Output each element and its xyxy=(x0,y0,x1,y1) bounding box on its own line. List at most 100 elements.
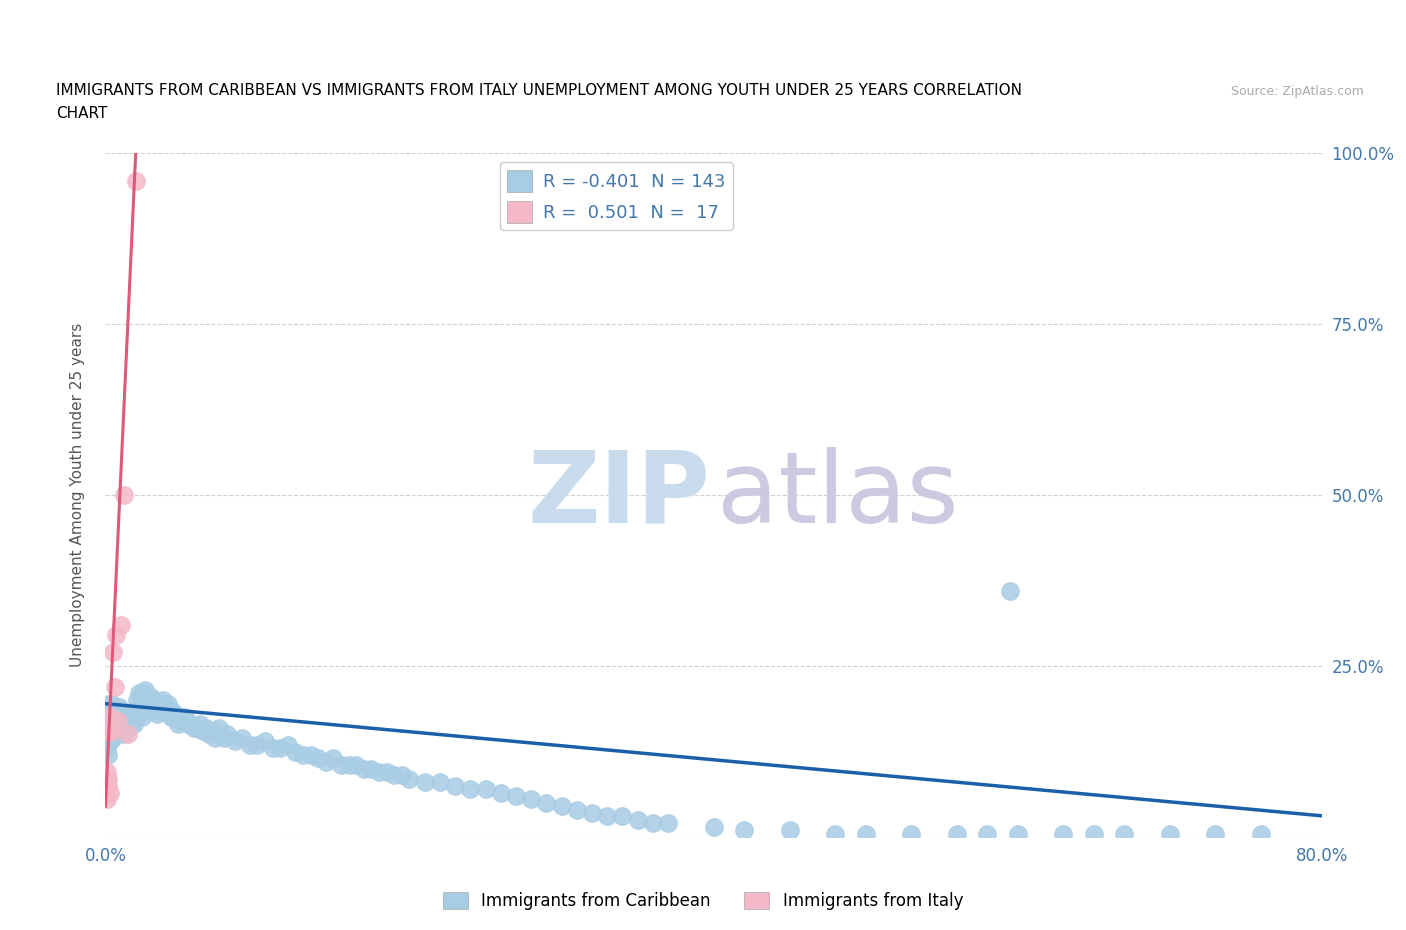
Point xyxy=(112,727,135,742)
Point xyxy=(107,724,129,738)
Point xyxy=(855,826,877,841)
Point xyxy=(120,710,142,724)
Point xyxy=(165,707,187,722)
Point xyxy=(176,717,198,732)
Point xyxy=(98,734,121,749)
Point xyxy=(97,772,120,787)
Point xyxy=(110,710,132,724)
Legend: Immigrants from Caribbean, Immigrants from Italy: Immigrants from Caribbean, Immigrants fr… xyxy=(436,885,970,917)
Point xyxy=(217,727,239,742)
Point xyxy=(96,724,118,738)
Point xyxy=(117,727,139,742)
Point xyxy=(391,768,413,783)
Point xyxy=(117,720,139,735)
Point xyxy=(204,730,226,745)
Point xyxy=(98,703,121,718)
Point xyxy=(112,713,135,728)
Point xyxy=(1204,826,1226,841)
Point xyxy=(131,710,153,724)
Point xyxy=(134,683,156,698)
Point xyxy=(375,764,398,779)
Point xyxy=(382,768,405,783)
Text: Source: ZipAtlas.com: Source: ZipAtlas.com xyxy=(1230,85,1364,98)
Point xyxy=(315,754,337,769)
Point xyxy=(103,727,125,742)
Point xyxy=(135,697,157,711)
Point xyxy=(97,720,120,735)
Point xyxy=(191,724,214,738)
Point xyxy=(188,717,211,732)
Point xyxy=(97,710,120,724)
Point xyxy=(330,758,353,773)
Point xyxy=(97,748,120,763)
Point xyxy=(142,697,165,711)
Point xyxy=(169,713,191,728)
Point xyxy=(132,686,155,701)
Point xyxy=(156,697,179,711)
Point xyxy=(96,713,118,728)
Point xyxy=(550,799,572,814)
Text: IMMIGRANTS FROM CARIBBEAN VS IMMIGRANTS FROM ITALY UNEMPLOYMENT AMONG YOUTH UNDE: IMMIGRANTS FROM CARIBBEAN VS IMMIGRANTS … xyxy=(56,83,1022,98)
Point xyxy=(224,734,246,749)
Point xyxy=(110,724,132,738)
Point xyxy=(124,717,146,732)
Point xyxy=(101,707,124,722)
Point xyxy=(98,785,121,800)
Point xyxy=(596,809,619,824)
Point xyxy=(100,727,122,742)
Point xyxy=(155,703,177,718)
Point xyxy=(170,710,193,724)
Point xyxy=(153,697,176,711)
Point xyxy=(157,703,180,718)
Point xyxy=(97,724,120,738)
Point xyxy=(115,717,138,732)
Point xyxy=(1250,826,1272,841)
Point xyxy=(1159,826,1181,841)
Text: atlas: atlas xyxy=(717,446,959,544)
Point xyxy=(98,710,121,724)
Point xyxy=(117,707,139,722)
Point xyxy=(96,740,118,755)
Point xyxy=(111,717,134,732)
Text: ZIP: ZIP xyxy=(527,446,710,544)
Point xyxy=(733,823,755,838)
Legend: R = -0.401  N = 143, R =  0.501  N =  17: R = -0.401 N = 143, R = 0.501 N = 17 xyxy=(499,163,733,230)
Point xyxy=(159,710,181,724)
Point xyxy=(413,775,436,790)
Point xyxy=(112,488,135,503)
Point xyxy=(231,730,253,745)
Point xyxy=(101,730,124,745)
Point xyxy=(998,583,1021,598)
Point xyxy=(198,727,221,742)
Point xyxy=(111,703,134,718)
Point xyxy=(145,699,167,714)
Point xyxy=(657,816,679,830)
Point xyxy=(146,707,169,722)
Point xyxy=(96,764,118,779)
Point xyxy=(96,775,118,790)
Point xyxy=(105,717,128,732)
Point xyxy=(581,805,603,820)
Point xyxy=(458,782,481,797)
Point xyxy=(246,737,269,752)
Point xyxy=(292,748,315,763)
Point xyxy=(167,717,190,732)
Point xyxy=(194,720,217,735)
Point xyxy=(121,703,143,718)
Point xyxy=(565,803,588,817)
Point xyxy=(149,699,172,714)
Point xyxy=(105,628,128,643)
Point xyxy=(398,772,420,787)
Point xyxy=(368,764,391,779)
Point xyxy=(107,713,129,728)
Point xyxy=(702,819,725,834)
Point xyxy=(641,816,664,830)
Point xyxy=(105,703,128,718)
Point xyxy=(976,826,998,841)
Point xyxy=(180,717,202,732)
Point xyxy=(98,724,121,738)
Point xyxy=(96,703,118,718)
Point xyxy=(166,710,188,724)
Point xyxy=(103,679,125,694)
Point xyxy=(536,795,558,810)
